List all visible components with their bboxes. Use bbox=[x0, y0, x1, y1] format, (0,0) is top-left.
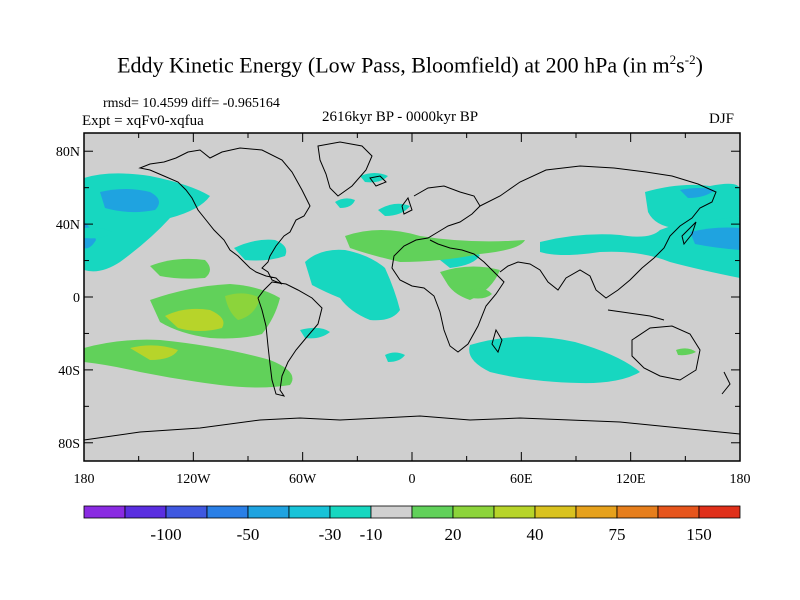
lat-tick-label: 80S bbox=[58, 437, 80, 452]
lon-tick-label: 180 bbox=[74, 472, 95, 487]
colorbar-label: 20 bbox=[445, 525, 462, 544]
lon-tick-label: 180 bbox=[730, 472, 751, 487]
coast-uk bbox=[401, 196, 413, 215]
coast-south-america bbox=[257, 281, 323, 397]
anomaly-central-atlantic bbox=[305, 249, 400, 321]
anomaly-southern-ocean-core bbox=[130, 345, 178, 360]
colorbar-segment bbox=[83, 505, 126, 519]
anomaly-n-atlantic bbox=[335, 198, 355, 208]
lat-tick-label: 40N bbox=[56, 218, 80, 233]
coast-antarctica bbox=[84, 415, 740, 441]
colorbar-segment bbox=[370, 505, 413, 519]
colorbar-label: -10 bbox=[360, 525, 383, 544]
lon-tick-label: 120W bbox=[176, 472, 211, 487]
colorbar-segment bbox=[534, 505, 577, 519]
period-label: 2616kyr BP - 0000kyr BP bbox=[322, 109, 479, 125]
anomaly-kamchatka-core bbox=[680, 188, 715, 198]
coast-japan bbox=[681, 221, 697, 246]
anomaly-w-pacific bbox=[84, 227, 112, 239]
lat-tick-label: 80N bbox=[56, 145, 80, 160]
season-label: DJF bbox=[709, 111, 735, 127]
anomaly-nw-atlantic bbox=[234, 239, 287, 261]
anomaly-s-atlantic bbox=[385, 352, 405, 362]
anomaly-asia-jet-core bbox=[690, 227, 740, 250]
anomaly-arabia-pos bbox=[470, 288, 492, 299]
lat-tick-label: 0 bbox=[73, 291, 80, 306]
colorbar-label: -100 bbox=[150, 525, 181, 544]
anomaly-kamchatka bbox=[645, 183, 740, 228]
colorbar-label: 150 bbox=[686, 525, 712, 544]
coast-europe-africa bbox=[391, 185, 505, 353]
plot-title: Eddy Kinetic Energy (Low Pass, Bloomfiel… bbox=[117, 52, 703, 78]
coast-greenland bbox=[317, 141, 373, 197]
coast-madagascar bbox=[491, 328, 503, 354]
anomaly-australia-pos bbox=[676, 348, 696, 356]
longitude-axis: 180 120W 60W 0 60E 120E 180 bbox=[74, 133, 751, 487]
latitude-axis: 80N 40N 0 40S 80S bbox=[56, 145, 740, 452]
stats-label: rmsd= 10.4599 diff= -0.965164 bbox=[103, 96, 280, 111]
colorbar-label: 40 bbox=[527, 525, 544, 544]
lat-tick-label: 40S bbox=[58, 364, 80, 379]
anomaly-n-africa-pos bbox=[440, 266, 500, 300]
lon-tick-label: 60W bbox=[289, 472, 317, 487]
lon-tick-label: 60E bbox=[510, 472, 533, 487]
anomaly-s-pacific-core2 bbox=[225, 293, 260, 320]
anomaly-nw-pacific-core bbox=[100, 189, 159, 213]
coast-asia bbox=[479, 165, 717, 299]
colorbar-segment bbox=[124, 505, 167, 519]
anomaly-fields bbox=[84, 173, 740, 388]
anomaly-e-pacific-pos bbox=[150, 258, 210, 279]
coast-indonesia bbox=[607, 309, 665, 321]
coast-australia bbox=[631, 325, 701, 381]
coast-iceland bbox=[369, 175, 387, 187]
colorbar-segment bbox=[616, 505, 659, 519]
colorbar-segment bbox=[329, 505, 372, 519]
lon-tick-label: 120E bbox=[616, 472, 646, 487]
colorbar-segment bbox=[698, 505, 741, 519]
colorbar-segment bbox=[206, 505, 249, 519]
anomaly-n-atlantic-pos bbox=[345, 230, 525, 262]
colorbar-label: 75 bbox=[609, 525, 626, 544]
colorbar-segment bbox=[288, 505, 331, 519]
colorbar-segment bbox=[657, 505, 700, 519]
coastlines bbox=[84, 141, 740, 441]
experiment-label: Expt = xqFv0-xqfua bbox=[82, 113, 204, 129]
colorbar: -100 -50 -30 -10 20 40 75 150 bbox=[83, 505, 741, 544]
colorbar-segment bbox=[575, 505, 618, 519]
coast-new-zealand bbox=[721, 371, 731, 395]
colorbar-segment bbox=[165, 505, 208, 519]
colorbar-label: -50 bbox=[237, 525, 260, 544]
coast-north-america bbox=[138, 147, 311, 285]
anomaly-indian-ocean bbox=[469, 336, 640, 384]
colorbar-label: -30 bbox=[319, 525, 342, 544]
lon-tick-label: 0 bbox=[409, 472, 416, 487]
colorbar-segment bbox=[493, 505, 536, 519]
anomaly-asia-jet bbox=[540, 216, 740, 278]
colorbar-segment bbox=[452, 505, 495, 519]
colorbar-segment bbox=[247, 505, 290, 519]
colorbar-segment bbox=[411, 505, 454, 519]
anomaly-s-pacific-core bbox=[165, 308, 224, 331]
